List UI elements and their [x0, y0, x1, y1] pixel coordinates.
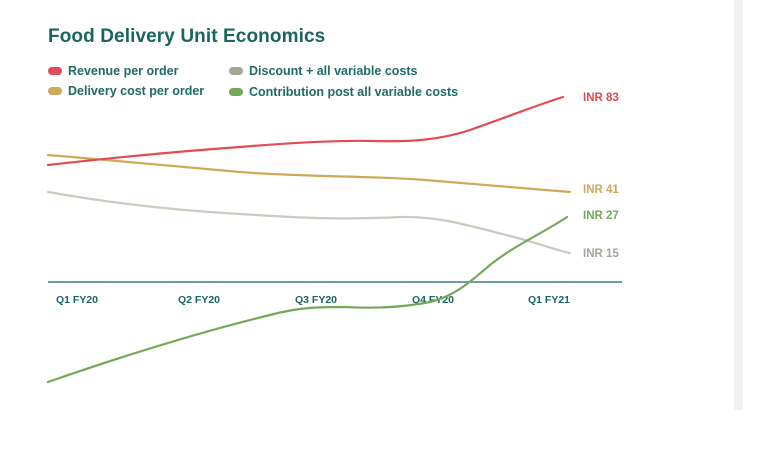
- legend-item-delivery: Delivery cost per order: [48, 84, 204, 98]
- end-label-contribution: INR 27: [583, 210, 619, 222]
- legend-swatch-revenue: [48, 67, 62, 75]
- legend-swatch-discount: [229, 67, 243, 75]
- legend-item-discount: Discount + all variable costs: [229, 64, 417, 78]
- legend-label: Delivery cost per order: [68, 84, 205, 98]
- series-line-discount: [46, 190, 572, 255]
- x-tick-label: Q3 FY20: [295, 294, 337, 306]
- legend-swatch-contribution: [229, 88, 243, 96]
- vertical-scrollbar[interactable]: [734, 0, 743, 410]
- series-line-delivery: [46, 153, 572, 194]
- legend-item-revenue: Revenue per order: [48, 64, 178, 78]
- series-line-revenue: [46, 95, 565, 167]
- x-tick-label: Q1 FY20: [56, 294, 98, 306]
- end-label-delivery: INR 41: [583, 184, 619, 196]
- legend-label: Discount + all variable costs: [249, 64, 418, 78]
- end-label-revenue: INR 83: [583, 92, 619, 104]
- end-label-discount: INR 15: [583, 248, 619, 260]
- legend-swatch-delivery: [48, 87, 62, 95]
- x-tick-label: Q2 FY20: [178, 294, 220, 306]
- legend-item-contribution: Contribution post all variable costs: [229, 85, 458, 99]
- chart-title: Food Delivery Unit Economics: [48, 26, 326, 47]
- legend-label: Contribution post all variable costs: [249, 85, 459, 99]
- series-line-contribution: [46, 215, 569, 384]
- legend-label: Revenue per order: [68, 64, 179, 78]
- x-tick-label: Q1 FY21: [528, 294, 570, 306]
